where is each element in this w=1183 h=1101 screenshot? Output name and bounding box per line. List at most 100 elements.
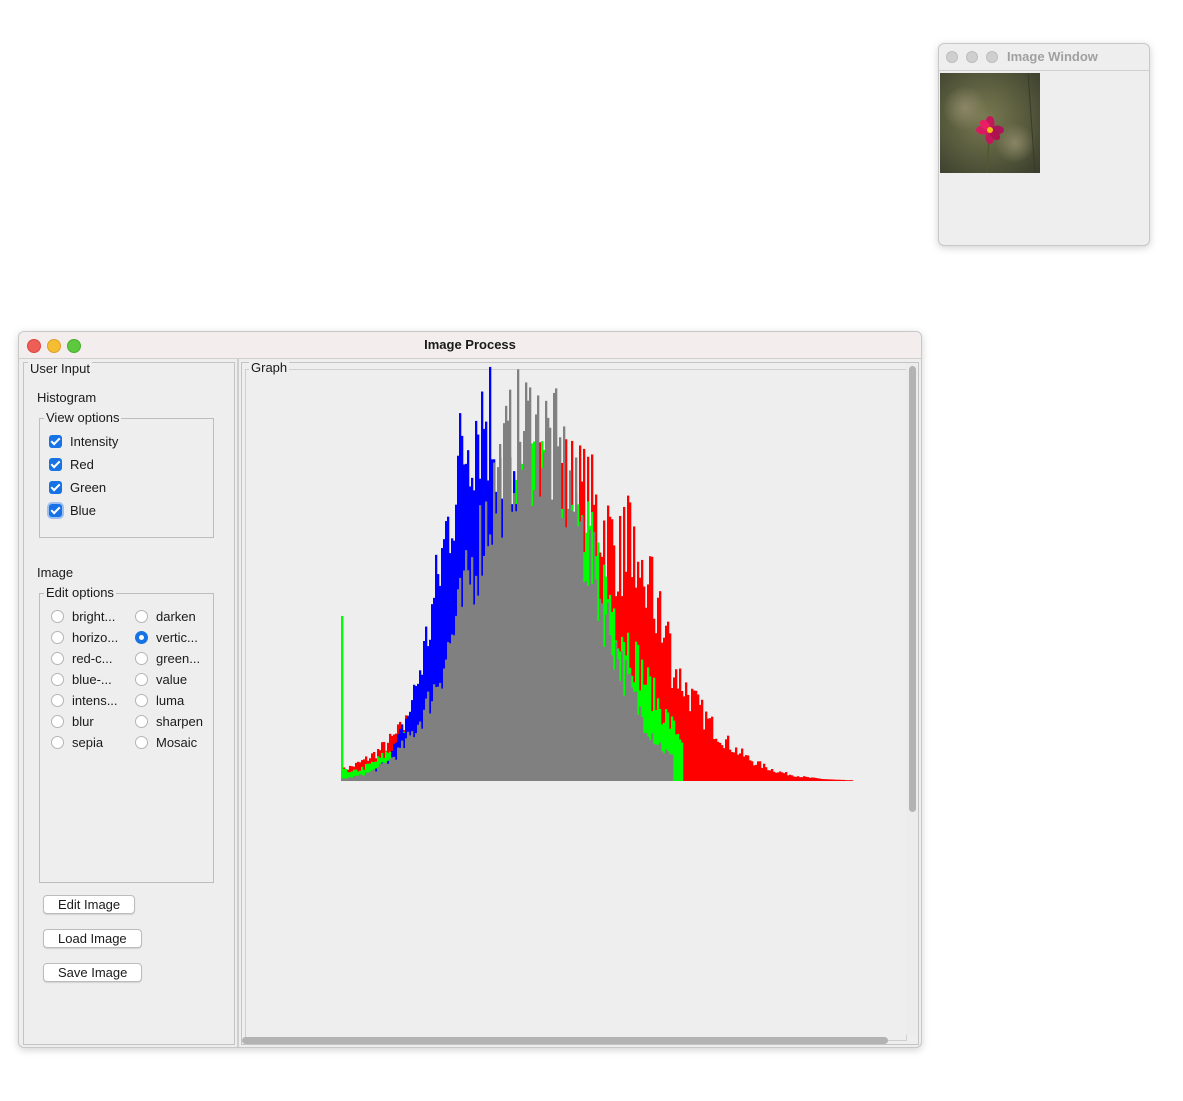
red-bin-bar (765, 767, 768, 781)
intensity-bin-bar (417, 724, 420, 781)
intensity-bin-bar (481, 575, 484, 781)
radio-circle-icon[interactable] (135, 735, 148, 749)
edit-image-button[interactable]: Edit Image (43, 895, 136, 914)
radio-circle-icon[interactable] (51, 693, 64, 707)
intensity-bin-bar (607, 602, 610, 781)
green-bin-bar (649, 676, 652, 781)
luma-label: luma (156, 692, 185, 708)
red-bin-bar (639, 577, 642, 781)
sepia-radio[interactable]: sepia (51, 733, 103, 751)
save-image-button[interactable]: Save Image (43, 963, 143, 982)
radio-circle-icon[interactable] (135, 609, 148, 623)
red-bin-bar (711, 716, 714, 781)
radio-circle-icon[interactable] (51, 714, 64, 728)
blue-component-radio[interactable]: blue-... (51, 670, 112, 688)
intensity-checkbox[interactable]: Intensity (49, 432, 118, 450)
green-checkbox[interactable]: Green (49, 478, 106, 496)
red-bin-bar (659, 591, 662, 781)
intensity-bin-bar (431, 701, 434, 781)
minimize-icon[interactable] (966, 51, 978, 63)
intensity-bin-bar (547, 417, 550, 781)
green-bin-bar (677, 733, 680, 781)
intensity-bin-bar (657, 744, 660, 781)
image-process-window: Image Process User Input Histogram View … (18, 331, 922, 1048)
red-bin-bar (771, 769, 774, 781)
radio-circle-icon[interactable] (51, 630, 64, 644)
vertical-flip-radio[interactable]: vertic... (135, 628, 198, 646)
sharpen-radio[interactable]: sharpen (135, 712, 203, 730)
minimize-icon[interactable] (47, 339, 61, 353)
radio-circle-icon[interactable] (51, 672, 64, 686)
darken-radio[interactable]: darken (135, 607, 196, 625)
close-icon[interactable] (946, 51, 958, 63)
green-bin-bar (345, 769, 348, 781)
intensity-bin-bar (617, 659, 620, 781)
blur-radio[interactable]: blur (51, 712, 94, 730)
red-bin-bar (675, 669, 678, 781)
intensity-bin-bar (387, 763, 390, 781)
horizontal-flip-radio[interactable]: horizo... (51, 628, 118, 646)
intensity-bin-bar (341, 778, 344, 781)
intensity-bin-bar (663, 753, 666, 781)
green-component-radio[interactable]: green... (135, 649, 200, 667)
radio-circle-icon[interactable] (51, 609, 64, 623)
intensity-bin-bar (629, 673, 632, 781)
brightness-radio[interactable]: bright... (51, 607, 115, 625)
red-bin-bar (667, 621, 670, 781)
mosaic-radio[interactable]: Mosaic (135, 733, 197, 751)
horizontal-scrollbar-thumb[interactable] (242, 1037, 888, 1044)
intensity-bin-bar (433, 684, 436, 781)
image-window-titlebar[interactable]: Image Window (939, 44, 1149, 71)
radio-circle-icon[interactable] (135, 651, 148, 665)
intensity-bin-bar (615, 642, 618, 781)
intensity-bin-bar (419, 721, 422, 781)
split-pane-divider[interactable] (237, 359, 239, 1047)
radio-selected-icon[interactable] (135, 630, 148, 644)
close-icon[interactable] (27, 339, 41, 353)
radio-circle-icon[interactable] (51, 735, 64, 749)
red-bin-bar (807, 777, 810, 781)
intensity-bin-bar (515, 511, 518, 781)
sharpen-label: sharpen (156, 713, 203, 729)
red-bin-bar (803, 776, 806, 781)
red-bin-bar (781, 772, 784, 781)
intensity-bin-bar (509, 389, 512, 781)
checkmark-icon[interactable] (49, 457, 62, 471)
intensity-bin-bar (493, 462, 496, 781)
intensity-bin-bar (659, 742, 662, 781)
main-window-titlebar[interactable]: Image Process (19, 332, 921, 359)
intensity-bin-bar (429, 713, 432, 781)
intensity-bin-bar (395, 759, 398, 781)
red-checkbox[interactable]: Red (49, 455, 94, 473)
checkmark-icon[interactable] (49, 503, 62, 517)
radio-circle-icon[interactable] (51, 651, 64, 665)
luma-radio[interactable]: luma (135, 691, 184, 709)
blue-checkbox[interactable]: Blue (49, 501, 96, 519)
red-bin-bar (663, 637, 666, 781)
intensity-option-label: intens... (72, 692, 118, 708)
red-bin-bar (817, 778, 820, 781)
checkmark-icon[interactable] (49, 480, 62, 494)
intensity-bin-bar (457, 589, 460, 781)
intensity-bin-bar (367, 772, 370, 781)
red-component-radio[interactable]: red-c... (51, 649, 112, 667)
intensity-bin-bar (467, 570, 470, 781)
green-bin-bar (647, 667, 650, 781)
intensity-radio[interactable]: intens... (51, 691, 118, 709)
checkmark-icon[interactable] (49, 434, 62, 448)
zoom-icon[interactable] (67, 339, 81, 353)
radio-circle-icon[interactable] (135, 672, 148, 686)
intensity-bin-bar (653, 744, 656, 781)
vertical-scrollbar-thumb[interactable] (909, 366, 916, 812)
load-image-button[interactable]: Load Image (43, 929, 142, 948)
green-component-label: green... (156, 650, 201, 666)
red-bin-bar (821, 779, 824, 781)
intensity-bin-bar (441, 688, 444, 781)
intensity-bin-bar (399, 747, 402, 781)
edit-options-group: Edit options bright... darken horizo... … (39, 585, 214, 883)
zoom-icon[interactable] (986, 51, 998, 63)
radio-circle-icon[interactable] (135, 693, 148, 707)
value-radio[interactable]: value (135, 670, 187, 688)
intensity-bin-bar (551, 499, 554, 781)
radio-circle-icon[interactable] (135, 714, 148, 728)
